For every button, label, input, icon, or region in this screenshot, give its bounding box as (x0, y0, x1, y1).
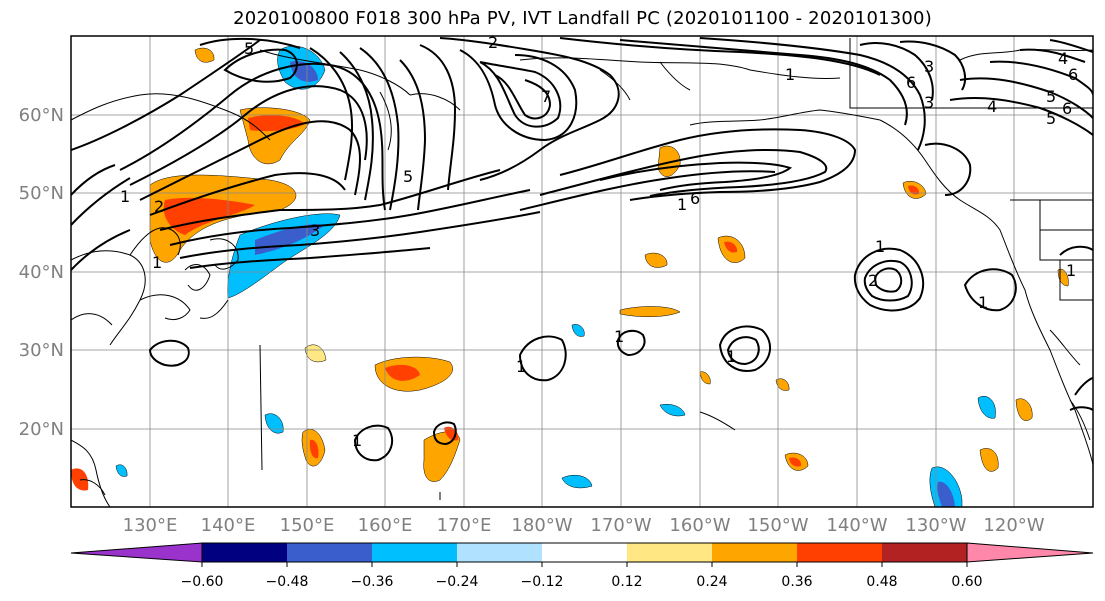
contour-label: 4 (987, 97, 997, 116)
map-area (71, 36, 1093, 507)
anomaly-blob (977, 396, 996, 419)
colorbar-tick-label: −0.60 (181, 574, 224, 590)
lon-label: 160°E (358, 515, 413, 536)
colorbar-tick-label: 0.36 (781, 574, 812, 590)
contour-label: 6 (1062, 99, 1072, 118)
colorbar-max-extend (966, 542, 1094, 563)
anomaly-blob (789, 457, 802, 467)
colorbar-tick-label: −0.12 (521, 574, 564, 590)
anomaly-blob (71, 468, 89, 491)
colorbar-segment (882, 543, 967, 562)
map-title: 2020100800 F018 300 hPa PV, IVT Landfall… (233, 8, 932, 29)
anomaly-blob (659, 404, 686, 417)
contour-label: 5 (1046, 109, 1056, 128)
lat-label: 40°N (19, 262, 64, 283)
anomaly-blob (561, 475, 593, 489)
longitude-labels: 130°E 140°E 150°E 160°E 170°E 180°W 170°… (123, 515, 1045, 536)
lon-label: 150°W (747, 515, 808, 536)
contour-label: 1 (614, 327, 624, 346)
anomaly-blob (1057, 268, 1069, 287)
anomaly-blob (644, 252, 668, 268)
contour-label: 1 (677, 195, 687, 214)
latitude-labels: 60°N 50°N 40°N 30°N 20°N (19, 105, 64, 440)
lon-label: 150°E (280, 515, 335, 536)
lon-label: 130°E (123, 515, 178, 536)
anomaly-blob (115, 464, 128, 477)
colorbar-segment (202, 543, 287, 562)
colorbar-segment (457, 543, 542, 562)
anomaly-blob (309, 439, 319, 459)
lon-label: 170°W (590, 515, 651, 536)
pv-shading (71, 45, 1069, 507)
lat-label: 50°N (19, 183, 64, 204)
lon-label: 140°W (826, 515, 887, 536)
map-frame (70, 35, 1094, 508)
anomaly-blob (304, 344, 327, 363)
contour-label: 1 (726, 347, 736, 366)
lat-label: 20°N (19, 419, 64, 440)
contour-label: 1 (516, 357, 526, 376)
contour-label: 1 (152, 253, 162, 272)
colorbar-tick-label: 0.12 (611, 574, 642, 590)
anomaly-blob (979, 448, 999, 472)
colorbar-tick-label: −0.48 (266, 574, 309, 590)
anomaly-blob (163, 197, 255, 235)
lat-label: 30°N (19, 340, 64, 361)
colorbar-segment (712, 543, 797, 562)
lon-label: 140°E (201, 515, 256, 536)
lon-label: 130°W (905, 515, 966, 536)
graticule (71, 36, 1093, 507)
contour-label: 3 (924, 93, 934, 112)
colorbar-segment (797, 543, 882, 562)
colorbar-segment (627, 543, 712, 562)
contour-label: 3 (924, 57, 934, 76)
colorbar-tick-label: 0.48 (866, 574, 897, 590)
pv-contours (71, 37, 1093, 462)
contour-label: 6 (906, 73, 916, 92)
contour-label: 4 (1058, 49, 1068, 68)
anomaly-blob (385, 364, 420, 381)
lon-label: 170°E (437, 515, 492, 536)
contour-label: 2 (488, 33, 498, 52)
anomaly-blob (937, 481, 955, 507)
colorbar: −0.60 −0.48 −0.36 −0.24 −0.12 0.12 0.24 … (70, 542, 1094, 590)
colorbar-tick-label: 0.60 (951, 574, 982, 590)
colorbar-tick-label: −0.36 (351, 574, 394, 590)
contour-label: 3 (310, 221, 320, 240)
colorbar-tick-label: 0.24 (696, 574, 727, 590)
contour-label: 2 (868, 271, 878, 290)
contour-label: 1 (1066, 261, 1076, 280)
colorbar-segment (372, 543, 457, 562)
anomaly-blob (699, 371, 711, 385)
colorbar-min-extend (70, 542, 203, 563)
lon-label: 120°W (983, 515, 1044, 536)
contour-label: 6 (690, 189, 700, 208)
contour-label: 1 (978, 293, 988, 312)
lon-label: 180°W (511, 515, 572, 536)
contour-label: 2 (154, 197, 164, 216)
anomaly-blob (194, 47, 215, 63)
anomaly-blob (571, 324, 585, 337)
anomaly-blob (619, 306, 681, 317)
colorbar-tick-label: −0.24 (436, 574, 479, 590)
contour-label: 5 (244, 39, 254, 58)
contour-label: 6 (1068, 65, 1078, 84)
anomaly-blob (264, 413, 284, 434)
colorbar-segment (542, 543, 627, 562)
lat-label: 60°N (19, 105, 64, 126)
anomaly-blob (1015, 398, 1033, 421)
contour-label: 7 (541, 87, 551, 106)
contour-label: 1 (875, 237, 885, 256)
contour-label: 1 (120, 187, 130, 206)
colorbar-segment (287, 543, 372, 562)
contour-label: 5 (1046, 87, 1056, 106)
anomaly-blob (908, 185, 920, 195)
contour-label: 1 (785, 65, 795, 84)
contour-label: 1 (352, 431, 362, 450)
contour-label: 5 (403, 167, 413, 186)
lon-label: 160°W (669, 515, 730, 536)
contour-labels: 5 2 1 7 6 3 4 5 1 2 1 5 6 1 3 1 2 1 1 1 … (120, 33, 1078, 450)
anomaly-blob (724, 241, 738, 253)
